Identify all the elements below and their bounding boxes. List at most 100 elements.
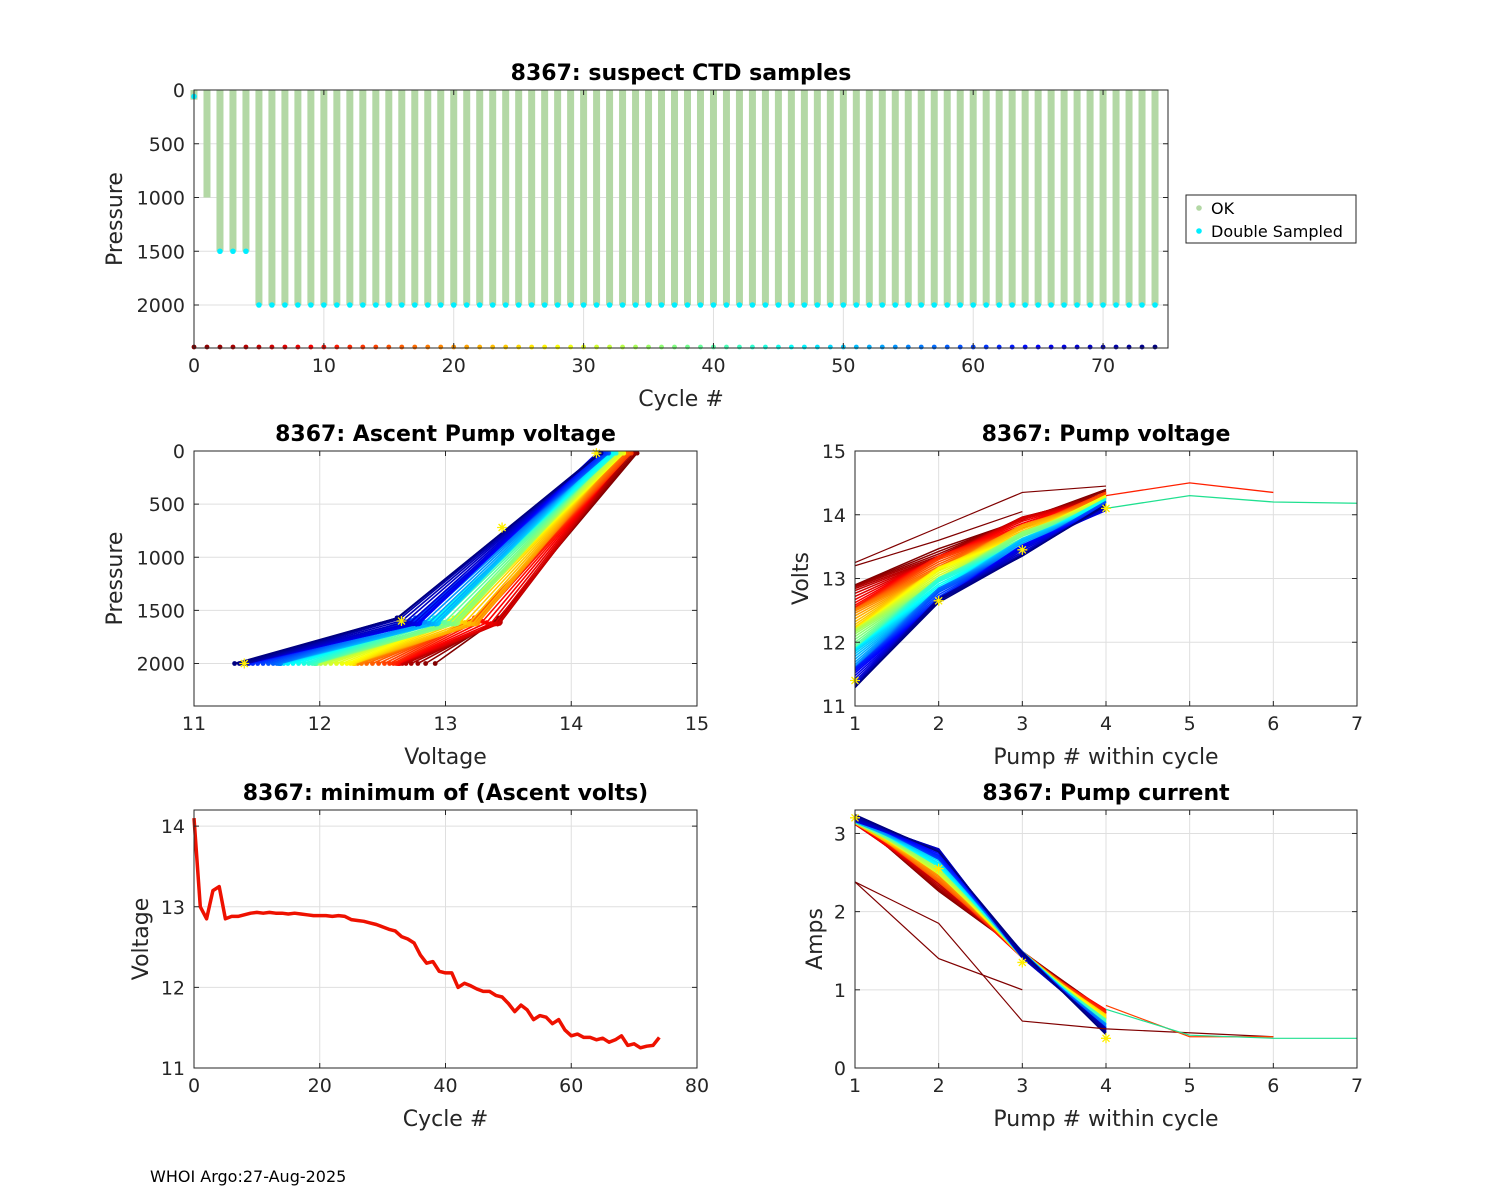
min-marker	[591, 448, 602, 459]
ascent-point	[395, 615, 400, 621]
double-sampled-point	[593, 302, 600, 308]
min-voltage-line	[192, 817, 661, 1050]
chart-title: 8367: Pump current	[982, 781, 1230, 806]
double-sampled-point	[541, 302, 548, 308]
ok-sample-bar	[1086, 90, 1094, 305]
ok-sample-bar	[411, 90, 419, 305]
cycle-marker	[594, 344, 599, 350]
ok-sample-bar	[658, 90, 666, 305]
x-tick-label: 11	[182, 713, 206, 735]
double-sampled-point	[879, 302, 886, 308]
x-tick-label: 30	[572, 355, 596, 377]
double-sampled-point	[1009, 302, 1015, 308]
x-tick-label: 60	[559, 1075, 583, 1097]
ok-sample-bar	[1112, 90, 1120, 305]
x-axis-label: Voltage	[404, 745, 487, 770]
chart-title: 8367: suspect CTD samples	[511, 61, 852, 86]
double-sampled-point	[905, 302, 912, 308]
cycle-marker	[672, 344, 677, 350]
x-tick-label: 2	[933, 713, 945, 735]
data-layer	[232, 448, 640, 669]
double-sampled-point	[918, 302, 925, 308]
cycle-marker	[633, 344, 638, 350]
cycle-marker	[1139, 344, 1145, 350]
ok-sample-bar	[437, 90, 445, 305]
ok-sample-bar	[320, 90, 328, 305]
double-sampled-point	[463, 302, 470, 308]
minimum-ascent-volts-chart: 0 20 40 60 80 11 12 13 14 8367: minimum of (Ascen…	[129, 781, 709, 1132]
ok-sample-bar	[359, 90, 367, 305]
y-tick-label: 14	[161, 816, 185, 838]
double-sampled-point	[619, 302, 626, 308]
x-tick-label: 12	[308, 713, 332, 735]
y-tick-label: 1500	[137, 241, 185, 263]
y-tick-label: 1500	[137, 600, 185, 622]
ok-sample-bar	[969, 90, 977, 305]
ok-sample-bar	[917, 90, 925, 305]
cycle-marker	[490, 344, 496, 350]
cycle-marker	[1113, 344, 1119, 350]
y-axis-label: Voltage	[129, 898, 154, 981]
ok-sample-bar	[463, 90, 471, 305]
x-tick-label: 50	[831, 355, 855, 377]
cycle-marker	[347, 344, 353, 350]
double-sampled-point	[528, 302, 535, 308]
ascent-point	[422, 619, 428, 625]
ok-sample-bar	[904, 90, 912, 305]
double-sampled-point	[970, 302, 976, 308]
double-sampled-point	[580, 302, 587, 308]
cycle-marker	[827, 344, 833, 350]
ok-sample-bar	[671, 90, 679, 305]
ascent-point	[232, 661, 237, 666]
double-sampled-point	[749, 302, 756, 308]
double-sampled-point	[476, 302, 483, 308]
double-sampled-point	[489, 302, 496, 308]
cycle-marker	[204, 344, 210, 350]
cycle-marker	[269, 344, 275, 350]
ok-sample-bar	[774, 90, 782, 305]
double-sampled-point	[1152, 302, 1158, 308]
y-tick-label: 0	[173, 80, 185, 102]
ascent-point	[466, 621, 472, 626]
double-sampled-point	[554, 302, 561, 308]
ok-sample-bar	[1008, 90, 1016, 305]
y-tick-label: 2000	[137, 654, 185, 676]
x-tick-label: 0	[188, 1075, 200, 1097]
x-tick-label: 7	[1351, 1075, 1363, 1097]
y-tick-label: 15	[822, 441, 846, 463]
ok-sample-bar	[1021, 90, 1029, 305]
cycle-marker	[555, 344, 561, 350]
chart-title: 8367: minimum of (Ascent volts)	[243, 781, 649, 806]
double-sampled-point	[814, 302, 821, 308]
ok-sample-bar	[242, 90, 250, 252]
ok-sample-bar	[852, 90, 860, 305]
ascent-point	[429, 621, 435, 627]
ok-sample-bar	[541, 90, 549, 305]
cycle-marker	[659, 344, 664, 350]
ok-sample-bar	[930, 90, 938, 305]
axes-frame	[193, 89, 1169, 349]
cycle-marker	[399, 344, 405, 350]
ok-sample-bar	[216, 90, 224, 252]
cycle-marker	[256, 344, 262, 350]
double-sampled-point	[1048, 302, 1054, 308]
ascent-point	[432, 661, 438, 666]
min-marker	[1017, 957, 1028, 968]
double-sampled-point	[269, 302, 275, 308]
y-tick-label: 500	[149, 134, 185, 156]
y-tick-label: 1000	[137, 547, 185, 569]
double-sampled-point	[684, 302, 691, 308]
data-layer	[850, 812, 1357, 1044]
ok-sample-bar	[229, 90, 237, 252]
cycle-marker	[1087, 344, 1093, 350]
x-tick-label: 6	[1267, 1075, 1279, 1097]
ok-sample-bar	[515, 90, 523, 305]
cycle-marker	[464, 344, 470, 350]
cycle-marker	[295, 344, 301, 350]
double-sampled-point	[632, 302, 639, 308]
cycle-marker	[788, 344, 794, 350]
y-axis-label: Pressure	[103, 532, 128, 626]
double-sampled-point	[567, 302, 574, 308]
legend: OK Double Sampled	[1185, 194, 1357, 244]
ok-sample-bar	[878, 90, 886, 305]
